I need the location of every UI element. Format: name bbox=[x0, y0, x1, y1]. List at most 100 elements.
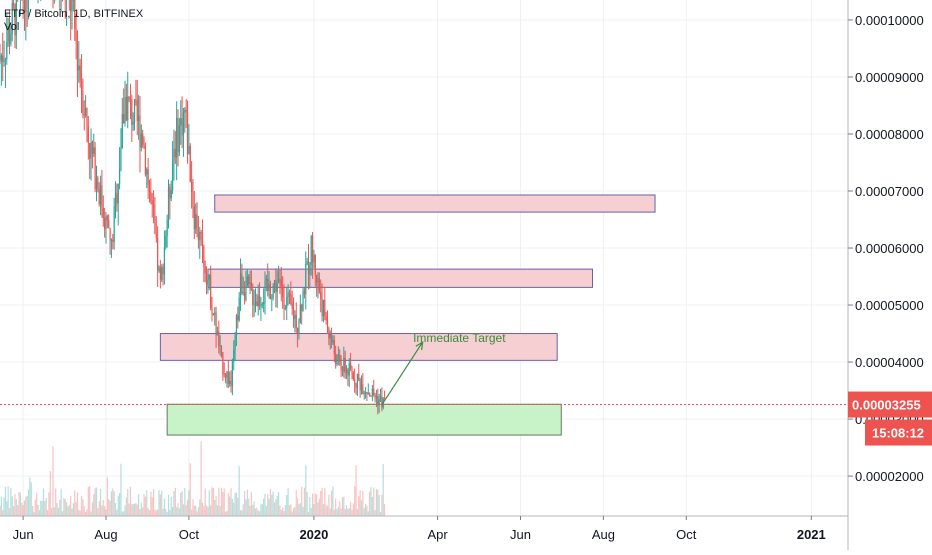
volume-bar bbox=[379, 511, 382, 516]
candle-body bbox=[151, 200, 153, 205]
volume-bar bbox=[191, 509, 193, 516]
volume-bar bbox=[359, 490, 361, 516]
volume-bar bbox=[354, 486, 356, 516]
candle-body bbox=[124, 96, 126, 124]
volume-bar bbox=[74, 490, 76, 516]
volume-bar bbox=[15, 499, 17, 516]
volume-bar bbox=[210, 505, 212, 516]
candle-body bbox=[142, 133, 144, 145]
candle-body bbox=[108, 220, 110, 229]
x-tick-label: Oct bbox=[179, 527, 200, 542]
volume-bar bbox=[332, 486, 334, 516]
volume-bar bbox=[184, 487, 186, 516]
volume-bar bbox=[106, 477, 108, 516]
candle-body bbox=[150, 192, 152, 201]
volume-bar bbox=[152, 489, 155, 516]
candle-body bbox=[287, 292, 289, 297]
candle-body bbox=[257, 295, 259, 307]
price-axis[interactable]: 0.00010000 0.00009000 0.00008000 0.00007000… bbox=[848, 13, 924, 484]
volume-bar bbox=[246, 489, 248, 516]
candle-body bbox=[276, 283, 278, 292]
volume-bar bbox=[297, 498, 299, 516]
candle-body bbox=[215, 312, 217, 336]
volume-bar bbox=[329, 508, 331, 516]
y-tick-label: 0.00002000 bbox=[855, 469, 924, 484]
volume-bar bbox=[94, 488, 96, 516]
annotations[interactable]: Immediate Target bbox=[381, 331, 506, 406]
volume-bar bbox=[113, 491, 115, 516]
volume-bar bbox=[63, 498, 65, 516]
volume-bar bbox=[305, 465, 307, 516]
candle-body bbox=[155, 234, 157, 238]
candle-body bbox=[238, 297, 240, 321]
support-zone[interactable] bbox=[166, 403, 562, 436]
volume-bar bbox=[373, 487, 375, 516]
candle-body bbox=[242, 292, 244, 294]
volume-bar bbox=[367, 511, 369, 516]
volume-bar bbox=[46, 510, 49, 516]
volume-bar bbox=[6, 501, 8, 516]
zones[interactable] bbox=[159, 194, 656, 436]
candle-body bbox=[104, 217, 106, 230]
volume-bar bbox=[219, 505, 221, 516]
volume-bar bbox=[109, 500, 111, 516]
time-axis[interactable]: Jun Aug Oct 2020 Apr Jun Aug Oct 2021 bbox=[13, 516, 826, 542]
volume-bar bbox=[195, 505, 197, 516]
volume-bar bbox=[71, 508, 73, 516]
resistance-zone[interactable] bbox=[214, 194, 656, 213]
volume-bar bbox=[343, 496, 345, 516]
volume-bar bbox=[295, 490, 297, 516]
volume-bar bbox=[23, 500, 26, 516]
candle-body bbox=[267, 278, 269, 292]
candle-body bbox=[239, 273, 242, 298]
candle-body bbox=[78, 65, 80, 71]
volume-bar bbox=[17, 505, 19, 516]
volume-bar bbox=[283, 511, 285, 516]
candle-body bbox=[261, 303, 263, 306]
candle-body bbox=[339, 354, 341, 362]
volume-bar bbox=[140, 502, 142, 516]
volume-bar bbox=[93, 494, 95, 516]
candle-body bbox=[127, 96, 129, 121]
candle-body bbox=[229, 380, 231, 384]
volume-bar bbox=[2, 510, 4, 516]
candle-body bbox=[313, 255, 315, 262]
candle-body bbox=[283, 296, 285, 309]
candle-body bbox=[162, 267, 164, 275]
candle-body bbox=[169, 186, 171, 199]
resistance-zone[interactable] bbox=[159, 333, 558, 361]
candle-body bbox=[0, 55, 2, 61]
candle-body bbox=[332, 339, 334, 343]
volume-bar bbox=[218, 487, 220, 516]
volume-bar bbox=[269, 489, 272, 516]
volume-bar bbox=[0, 505, 1, 516]
candle-body bbox=[166, 220, 168, 236]
volume-bar bbox=[284, 504, 286, 516]
candle-body bbox=[6, 41, 8, 60]
volume-bar bbox=[105, 509, 107, 516]
volume-bar bbox=[336, 508, 338, 516]
x-tick-label: Jun bbox=[13, 527, 34, 542]
volume-bar bbox=[234, 492, 236, 516]
x-tick-label: Aug bbox=[94, 527, 117, 542]
volume-bar bbox=[157, 509, 159, 516]
volume-bar bbox=[370, 487, 372, 516]
candle-body bbox=[244, 292, 246, 300]
candle-body bbox=[214, 312, 216, 315]
candle-body bbox=[112, 239, 114, 242]
immediate-target-label[interactable]: Immediate Target bbox=[413, 331, 506, 345]
volume-bar bbox=[12, 506, 15, 516]
resistance-zone[interactable] bbox=[207, 268, 594, 288]
x-tick-label: Jun bbox=[510, 527, 531, 542]
candle-body bbox=[196, 214, 198, 235]
y-tick-label: 0.00006000 bbox=[855, 241, 924, 256]
volume-bar bbox=[364, 503, 367, 516]
target-arrow[interactable] bbox=[381, 340, 424, 406]
candle-body bbox=[233, 349, 235, 362]
volume-bar bbox=[42, 488, 45, 516]
volume-bar bbox=[14, 494, 16, 516]
volume-bar bbox=[222, 491, 224, 516]
volume-bar bbox=[59, 499, 61, 516]
